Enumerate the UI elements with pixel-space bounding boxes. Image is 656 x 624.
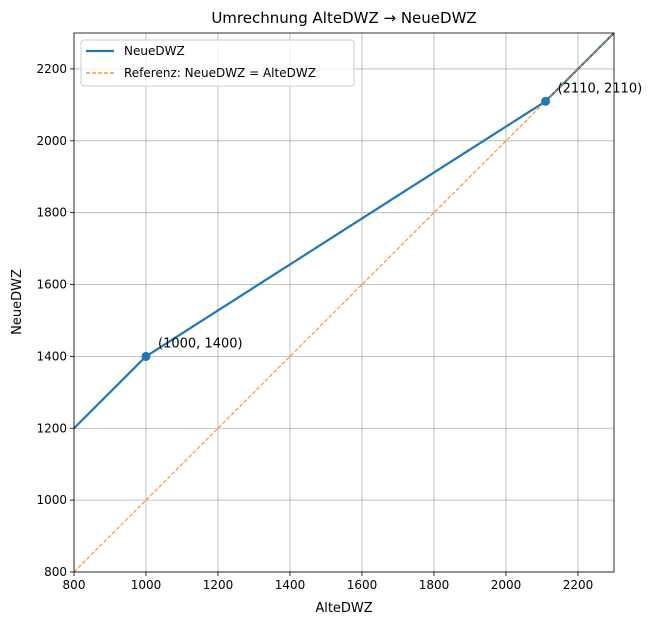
annotations: (1000, 1400) (2110, 2110) xyxy=(141,81,643,361)
x-tick-label: 2000 xyxy=(491,578,522,592)
x-axis-label: AlteDWZ xyxy=(315,601,372,616)
marker-label-0: (1000, 1400) xyxy=(158,336,243,351)
legend: NeueDWZ Referenz: NeueDWZ = AlteDWZ xyxy=(80,39,355,87)
y-tick-label: 1000 xyxy=(36,493,67,507)
marker-label-1: (2110, 2110) xyxy=(558,81,643,96)
plot-frame xyxy=(73,32,615,573)
y-tick-label: 800 xyxy=(44,565,67,579)
x-tick-label: 1400 xyxy=(275,578,306,592)
y-tick-label: 1800 xyxy=(36,206,67,220)
x-tick-label: 1200 xyxy=(203,578,234,592)
legend-label-neuedwz: NeueDWZ xyxy=(124,44,185,58)
y-tick-label: 1400 xyxy=(36,349,67,363)
marker-point-1 xyxy=(541,96,551,106)
x-tick-label: 1800 xyxy=(419,578,450,592)
legend-label-referenz: Referenz: NeueDWZ = AlteDWZ xyxy=(124,66,316,80)
chart-title: Umrechnung AlteDWZ → NeueDWZ xyxy=(211,9,476,27)
y-ticks: 800 1000 1200 1400 1600 1800 2000 2200 xyxy=(36,62,74,579)
y-tick-label: 2000 xyxy=(36,134,67,148)
marker-point-0 xyxy=(141,351,151,361)
x-ticks: 800 1000 1200 1400 1600 1800 2000 2200 xyxy=(63,572,594,592)
y-tick-label: 1200 xyxy=(36,421,67,435)
series-line-referenz xyxy=(73,32,615,573)
y-tick-label: 2200 xyxy=(36,62,67,76)
x-tick-label: 800 xyxy=(63,578,86,592)
x-tick-label: 1600 xyxy=(347,578,378,592)
legend-box xyxy=(80,39,355,87)
series-group xyxy=(73,32,615,573)
x-tick-label: 2200 xyxy=(563,578,594,592)
x-tick-label: 1000 xyxy=(131,578,162,592)
y-axis-label: NeueDWZ xyxy=(10,269,25,335)
y-tick-label: 1600 xyxy=(36,278,67,292)
